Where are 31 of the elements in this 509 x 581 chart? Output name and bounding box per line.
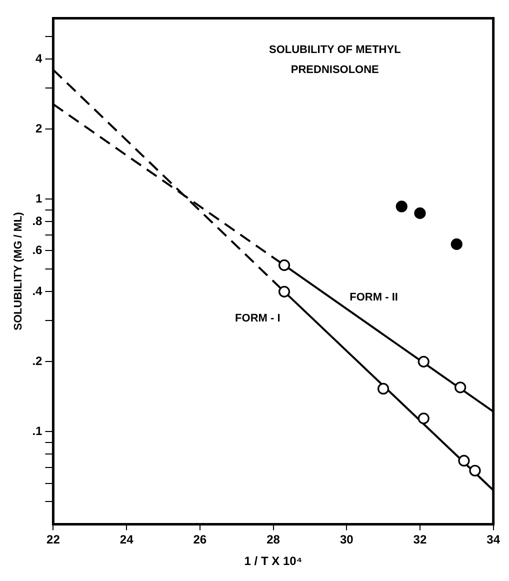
series-label: FORM - I (235, 312, 280, 325)
point (278, 286, 290, 298)
point (414, 207, 426, 220)
point (454, 382, 466, 394)
point (418, 412, 430, 424)
point (418, 356, 430, 368)
y-tick-label: .2 (32, 354, 43, 368)
x-tick-label: 34 (486, 532, 500, 547)
x-tick-label: 24 (120, 532, 134, 547)
y-tick-label: .8 (32, 214, 43, 228)
x-tick-label: 30 (340, 532, 354, 547)
x-tick-label: 28 (266, 532, 280, 547)
x-tick-label: 22 (46, 532, 60, 547)
point (377, 382, 390, 395)
y-tick-label: .1 (32, 424, 43, 438)
y-tick-label: .4 (32, 284, 43, 298)
y-tick-label: 4 (36, 51, 43, 66)
point (469, 464, 481, 476)
point (458, 454, 470, 467)
x-tick-label: 32 (413, 532, 427, 547)
x-axis-title: 1 / T X 10⁴ (244, 554, 302, 568)
point (450, 238, 462, 250)
point (396, 200, 408, 212)
y-tick-label: .6 (32, 243, 43, 258)
y-tick-label: 2 (36, 121, 43, 136)
x-tick-label: 26 (193, 532, 207, 547)
point (278, 259, 290, 271)
y-axis-title: SOLUBILITY (MG / ML) (12, 212, 25, 330)
series-label: FORM - II (350, 291, 398, 304)
y-tick-label: 1 (36, 191, 43, 206)
text: SOLUBILITY OF METHYL PREDNISOLONE (268, 44, 402, 76)
